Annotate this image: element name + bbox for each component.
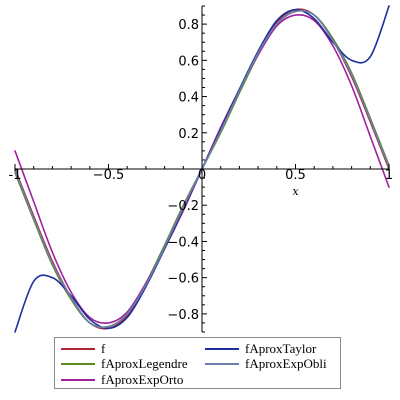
legend-swatch-f [61,348,95,350]
legend-swatch-faproxexporto [61,379,95,381]
legend-label-faproxexpobli: fAproxExpObli [245,356,327,371]
x-tick-label: −0.5 [93,168,125,183]
legend-label-faproxtaylor: fAproxTaylor [245,341,317,356]
x-tick-label: 0.5 [285,168,306,183]
x-tick-label: 1 [385,168,393,183]
y-tick-label: 0.6 [178,54,199,69]
y-tick-label: −0.8 [167,308,199,323]
x-tick-label: 0 [198,168,206,183]
legend-label-faproxexporto: fAproxExpOrto [101,372,184,387]
y-tick-label: −0.2 [167,199,199,214]
legend-swatch-faproxlegendre [61,363,95,365]
y-tick-label: 0.4 [178,91,199,106]
labels-layer: -1 −0.5 0 0.5 1 0.8 0.6 0.4 0.2 −0.2 −0.4 −0.6 −0.8 x [9,18,394,323]
y-tick-label: 0.8 [178,18,199,33]
legend-item-faproxlegendre: fAproxLegendre [61,356,188,372]
x-tick-label: -1 [9,168,22,183]
legend-swatch-faproxexpobli [205,363,239,365]
legend-label-faproxlegendre: fAproxLegendre [101,356,188,371]
legend-item-faproxexporto: fAproxExpOrto [61,372,183,388]
axes-layer [14,5,390,333]
chart-legend: f fAproxLegendre fAproxExpOrto fAproxTay… [54,337,341,389]
legend-item-f: f [61,341,105,357]
legend-item-faproxtaylor: fAproxTaylor [205,341,316,357]
legend-item-faproxexpobli: fAproxExpObli [205,356,327,372]
y-tick-label: 0.2 [178,127,199,142]
legend-swatch-faproxtaylor [205,348,239,350]
x-axis-label: x [292,185,299,198]
y-tick-label: −0.6 [167,272,199,287]
legend-label-f: f [101,341,106,356]
y-tick-label: −0.4 [167,235,199,250]
